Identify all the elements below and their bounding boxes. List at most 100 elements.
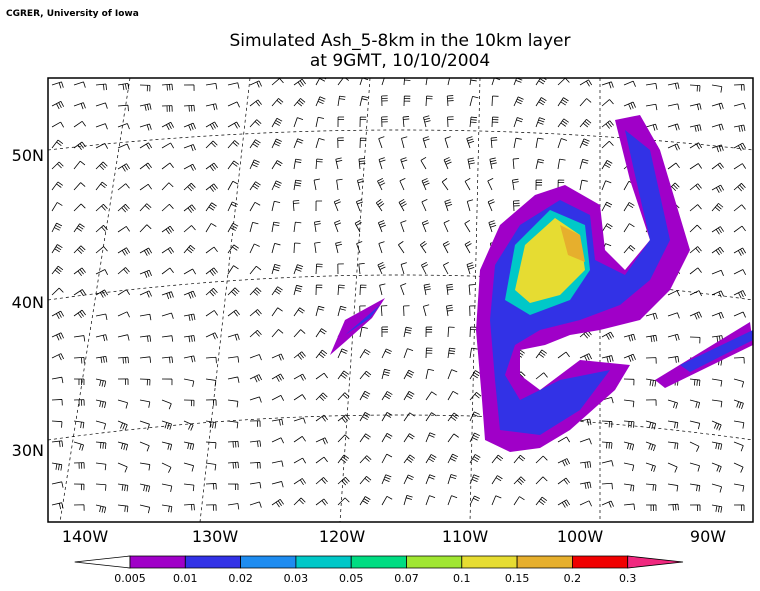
wind-barb — [535, 179, 543, 191]
colorbar-label: 0.3 — [619, 572, 637, 585]
wind-barb — [271, 395, 284, 401]
wind-barb — [377, 262, 386, 275]
wind-barb — [601, 441, 613, 449]
wind-barb — [249, 501, 262, 508]
wind-barb — [446, 304, 454, 317]
wind-barb — [464, 177, 471, 191]
wind-barb — [441, 178, 449, 191]
wind-barb — [399, 178, 406, 191]
wind-barb — [623, 399, 635, 408]
wind-barb — [359, 284, 367, 296]
wind-barb — [337, 116, 345, 128]
wind-barb — [73, 81, 86, 88]
wind-barb — [73, 335, 86, 342]
wind-barb — [139, 247, 153, 256]
colorbar-label: 0.02 — [228, 572, 253, 585]
wind-barb — [469, 474, 480, 485]
colorbar-label: 0.1 — [453, 572, 471, 585]
wind-barb — [601, 355, 614, 363]
wind-barb — [227, 121, 241, 129]
wind-barb — [667, 462, 678, 473]
wind-barb — [667, 312, 680, 319]
colorbar-label: 0.2 — [564, 572, 582, 585]
wind-barb — [733, 290, 746, 299]
wind-barb — [315, 328, 327, 338]
wind-barb — [95, 462, 107, 471]
wind-barb — [645, 378, 657, 387]
wind-barb — [447, 474, 457, 485]
wind-barb — [183, 144, 196, 152]
wind-barb — [249, 139, 261, 149]
wind-barb — [689, 336, 701, 344]
wind-barb — [293, 179, 302, 191]
wind-barb — [249, 462, 261, 469]
wind-barb — [271, 481, 284, 488]
wind-barb — [711, 378, 723, 387]
wind-barb — [271, 353, 284, 361]
wind-barb — [711, 184, 725, 193]
wind-barb — [249, 354, 262, 361]
wind-barb — [579, 353, 592, 362]
colorbar-box — [572, 555, 629, 569]
title-line: at 9GMT, 10/10/2004 — [310, 51, 490, 71]
wind-barb — [733, 399, 744, 410]
wind-barb — [513, 96, 524, 107]
wind-barb — [422, 136, 430, 149]
wind-barb — [315, 284, 323, 296]
wind-barb — [139, 162, 152, 170]
wind-barb — [51, 399, 63, 406]
wind-barb — [623, 462, 635, 472]
wind-barb — [689, 163, 702, 170]
wind-barb — [315, 349, 328, 359]
wind-barb — [425, 326, 433, 338]
wind-barb — [381, 453, 393, 464]
wind-barb — [95, 313, 108, 320]
wind-barb — [293, 98, 306, 107]
wind-barb — [711, 102, 724, 110]
wind-barb — [381, 116, 388, 128]
ash-plume — [330, 115, 753, 452]
wind-barb — [183, 313, 196, 321]
wind-barb — [337, 95, 346, 107]
wind-barb — [51, 353, 64, 361]
wind-barb — [379, 283, 386, 296]
wind-barb — [205, 441, 217, 449]
wind-barb — [733, 378, 745, 388]
wind-barb — [293, 158, 302, 170]
wind-barb — [249, 396, 262, 403]
wind-barb — [161, 399, 172, 410]
wind-barb — [442, 240, 450, 254]
wind-barb — [469, 392, 482, 401]
wind-barb — [535, 372, 548, 380]
wind-barb — [95, 399, 107, 409]
wind-barb — [711, 84, 723, 93]
wind-barb — [447, 78, 451, 86]
wind-barb — [51, 139, 64, 149]
wind-barb — [711, 123, 724, 131]
wind-barb — [447, 495, 458, 506]
wind-barb — [403, 454, 415, 464]
wind-barb — [161, 267, 174, 275]
wind-barb — [733, 183, 746, 192]
wind-barb — [117, 247, 131, 256]
wind-barb — [601, 120, 614, 129]
wind-barb — [249, 243, 260, 254]
wind-barb — [711, 144, 724, 153]
colorbar-box — [74, 555, 131, 569]
wind-barb — [425, 391, 437, 401]
wind-barb — [421, 199, 428, 212]
wind-barb — [249, 482, 262, 489]
wind-barb — [513, 78, 524, 86]
wind-barb — [314, 220, 321, 233]
wind-barb — [579, 500, 592, 507]
colorbar-box — [627, 555, 684, 569]
wind-barb — [425, 95, 433, 107]
wind-barb — [645, 103, 658, 111]
wind-barb — [161, 291, 174, 300]
wind-barb — [271, 307, 283, 317]
wind-barb — [733, 204, 746, 212]
wind-barb — [161, 420, 172, 430]
wind-barb — [623, 378, 635, 386]
wind-barb — [73, 203, 86, 212]
wind-barb — [333, 199, 341, 212]
